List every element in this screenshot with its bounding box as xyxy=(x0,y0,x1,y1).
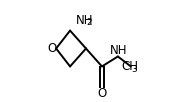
Text: 2: 2 xyxy=(86,18,92,27)
Text: 3: 3 xyxy=(131,65,137,74)
Text: NH: NH xyxy=(110,44,127,57)
Text: O: O xyxy=(97,87,107,100)
Text: O: O xyxy=(47,42,56,55)
Text: NH: NH xyxy=(76,14,93,27)
Text: CH: CH xyxy=(122,60,139,73)
